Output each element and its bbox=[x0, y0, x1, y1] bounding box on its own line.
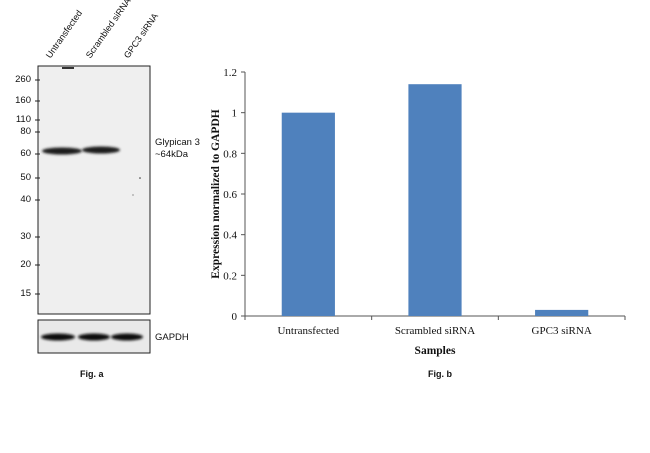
mw-marker-20: 20 bbox=[20, 259, 31, 270]
chart-plot-area: 0 0.2 0.4 0.6 0.8 1 1.2 Untransfected Scrambled … bbox=[210, 67, 626, 357]
loading-control-label: GAPDH bbox=[155, 332, 189, 343]
blot-image bbox=[35, 65, 151, 354]
band-gapdh-gpc3 bbox=[111, 333, 143, 341]
mw-marker-40: 40 bbox=[20, 194, 31, 205]
fig-b-caption: Fig. b bbox=[428, 369, 452, 379]
mw-marker-15: 15 bbox=[20, 288, 31, 299]
well-mark bbox=[62, 67, 74, 69]
mw-marker-30: 30 bbox=[20, 231, 31, 242]
y-tick-label: 0.8 bbox=[223, 148, 237, 160]
mw-marker-160: 160 bbox=[15, 95, 31, 106]
mw-marker-260: 260 bbox=[15, 74, 31, 85]
bar-gpc3-sirna bbox=[535, 309, 589, 316]
mw-marker-60: 60 bbox=[20, 148, 31, 159]
y-axis-label: Expression normalized to GAPDH bbox=[210, 109, 222, 278]
y-tick-label: 1 bbox=[232, 108, 238, 120]
target-name: Glypican 3 bbox=[155, 137, 200, 148]
y-tick-label: 1.2 bbox=[223, 67, 237, 79]
main-blot-panel bbox=[37, 65, 151, 315]
band-gapdh-scrambled bbox=[78, 333, 110, 341]
x-tick-label: Untransfected bbox=[277, 325, 339, 337]
mw-marker-50: 50 bbox=[20, 172, 31, 183]
y-tick-label: 0.4 bbox=[223, 230, 237, 242]
x-tick-label: GPC3 siRNA bbox=[532, 325, 592, 337]
x-tick-label: Scrambled siRNA bbox=[395, 325, 475, 337]
y-tick-label: 0 bbox=[232, 311, 238, 323]
target-label: Glypican 3 ~64kDa bbox=[155, 137, 200, 161]
bar-chart: 0 0.2 0.4 0.6 0.8 1 1.2 Untransfected Scrambled … bbox=[210, 67, 626, 357]
bar-untransfected bbox=[281, 112, 335, 316]
target-size: ~64kDa bbox=[155, 149, 189, 160]
y-tick-label: 0.6 bbox=[223, 189, 237, 201]
y-tick-label: 0.2 bbox=[223, 270, 237, 282]
mw-marker-110: 110 bbox=[15, 114, 31, 125]
band-gpc3-scrambled bbox=[82, 146, 120, 154]
bar-scrambled-sirna bbox=[408, 84, 462, 316]
band-gpc3-untransfected bbox=[42, 147, 82, 155]
band-gapdh-untransfected bbox=[41, 333, 75, 341]
mw-marker-80: 80 bbox=[20, 126, 31, 137]
x-axis-label: Samples bbox=[415, 345, 456, 357]
fig-a-caption: Fig. a bbox=[80, 369, 104, 379]
